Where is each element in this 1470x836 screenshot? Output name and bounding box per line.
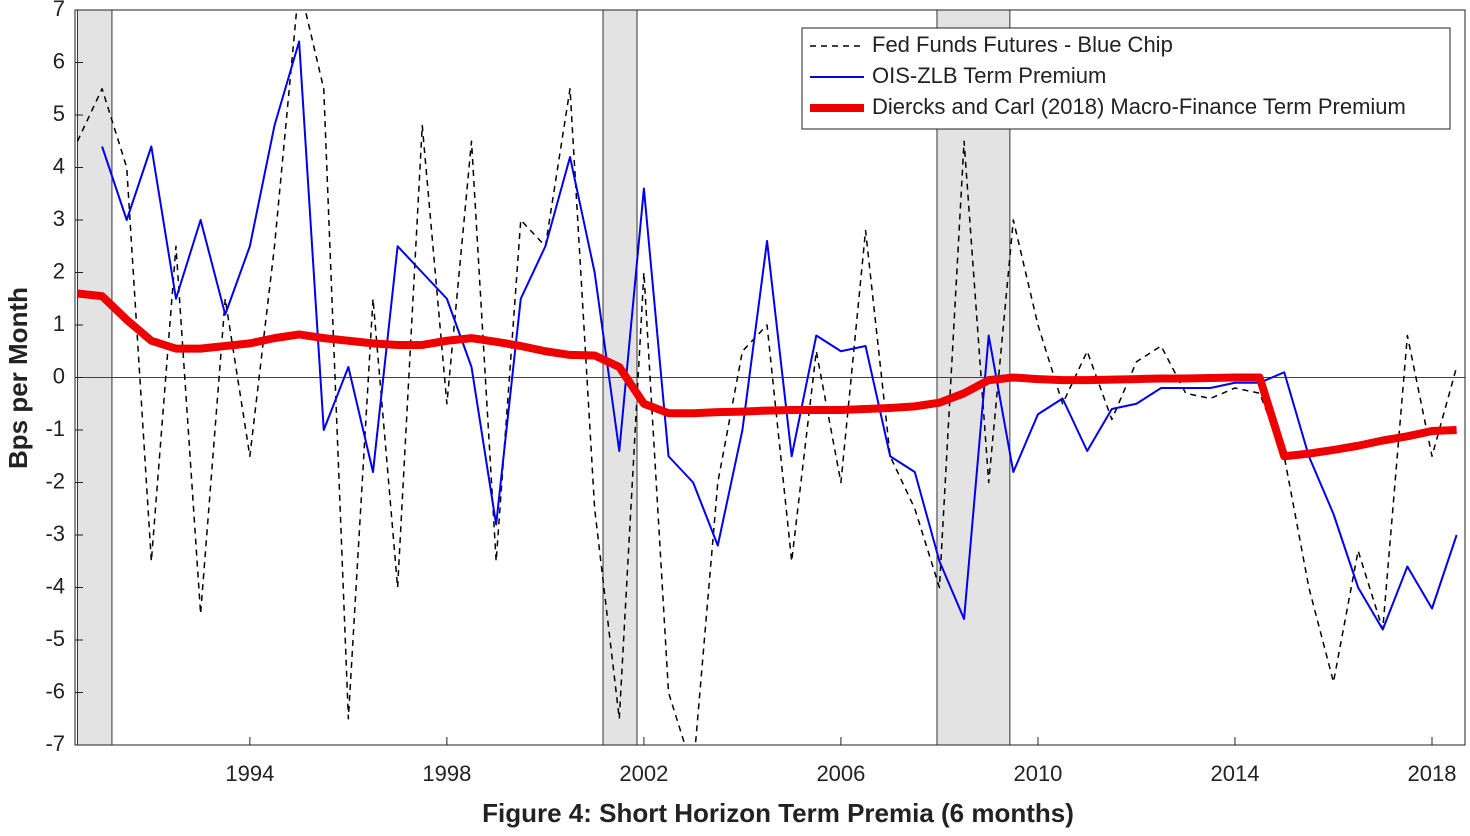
x-tick-label: 2010 <box>1013 761 1062 786</box>
plot-lines <box>76 10 1458 745</box>
series-line <box>76 10 1458 745</box>
y-tick-label: -4 <box>45 573 65 598</box>
series-line <box>77 289 1457 461</box>
y-tick-label: -6 <box>45 678 65 703</box>
x-tick-label: 2002 <box>619 761 668 786</box>
legend-label: OIS-ZLB Term Premium <box>872 63 1106 88</box>
y-tick-label: 7 <box>53 0 65 21</box>
y-tick-label: 6 <box>53 48 65 73</box>
legend-box <box>801 27 1451 130</box>
y-tick-label: -2 <box>45 468 65 493</box>
y-tick-label: 0 <box>53 363 65 388</box>
x-tick-label: 2014 <box>1210 761 1259 786</box>
y-tick-label: 2 <box>53 258 65 283</box>
y-tick-label: -7 <box>45 731 65 756</box>
y-tick-label: 4 <box>53 153 65 178</box>
x-tick-label: 2018 <box>1408 761 1457 786</box>
legend-label: Fed Funds Futures - Blue Chip <box>872 32 1173 57</box>
series-line <box>101 40 1458 631</box>
y-axis-label: Bps per Month <box>3 287 33 469</box>
x-tick-label: 2006 <box>816 761 865 786</box>
y-tick-label: 1 <box>53 311 65 336</box>
chart-title: Figure 4: Short Horizon Term Premia (6 m… <box>482 798 1074 828</box>
y-tick-label: 5 <box>53 101 65 126</box>
x-tick-label: 1994 <box>225 761 274 786</box>
y-tick-label: 3 <box>53 206 65 231</box>
x-tick-label: 1998 <box>422 761 471 786</box>
y-tick-label: -1 <box>45 416 65 441</box>
legend-label: Diercks and Carl (2018) Macro-Finance Te… <box>872 94 1406 119</box>
y-tick-label: -5 <box>45 626 65 651</box>
y-tick-label: -3 <box>45 521 65 546</box>
